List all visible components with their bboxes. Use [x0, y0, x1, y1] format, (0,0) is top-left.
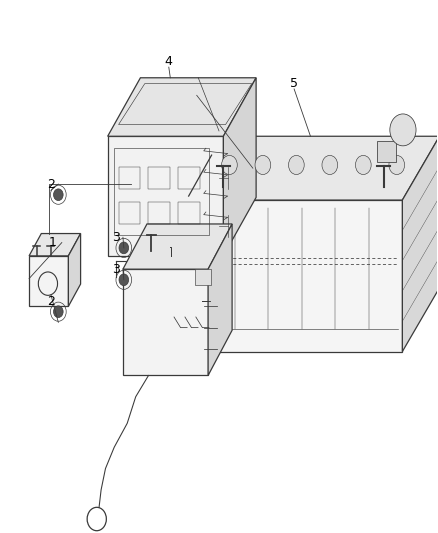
Polygon shape — [403, 136, 438, 352]
Polygon shape — [68, 233, 81, 306]
Circle shape — [119, 242, 129, 254]
Circle shape — [222, 156, 237, 174]
Bar — [178, 201, 200, 224]
Circle shape — [356, 156, 371, 174]
Bar — [119, 201, 141, 224]
Polygon shape — [123, 224, 232, 269]
Bar — [178, 167, 200, 189]
Text: 2: 2 — [47, 177, 55, 191]
Circle shape — [389, 156, 405, 174]
Polygon shape — [123, 269, 208, 375]
Polygon shape — [201, 136, 438, 200]
Polygon shape — [208, 224, 232, 375]
Text: 1: 1 — [49, 236, 57, 249]
Circle shape — [87, 507, 106, 531]
Bar — [119, 167, 141, 189]
Polygon shape — [377, 141, 396, 162]
Polygon shape — [108, 78, 256, 136]
Circle shape — [322, 156, 338, 174]
Polygon shape — [223, 78, 256, 256]
Polygon shape — [29, 233, 81, 256]
Polygon shape — [201, 200, 403, 352]
Circle shape — [53, 306, 63, 318]
Circle shape — [255, 156, 271, 174]
Polygon shape — [108, 136, 223, 256]
Text: 5: 5 — [290, 77, 298, 90]
Circle shape — [53, 189, 63, 200]
Text: 4: 4 — [165, 55, 173, 68]
Polygon shape — [195, 269, 211, 285]
Text: 2: 2 — [47, 295, 55, 308]
Circle shape — [289, 156, 304, 174]
Text: 3: 3 — [113, 263, 120, 276]
Bar — [148, 167, 170, 189]
Circle shape — [119, 274, 129, 286]
Polygon shape — [29, 256, 68, 306]
Circle shape — [390, 114, 416, 146]
Text: 3: 3 — [113, 231, 120, 244]
Bar — [148, 201, 170, 224]
